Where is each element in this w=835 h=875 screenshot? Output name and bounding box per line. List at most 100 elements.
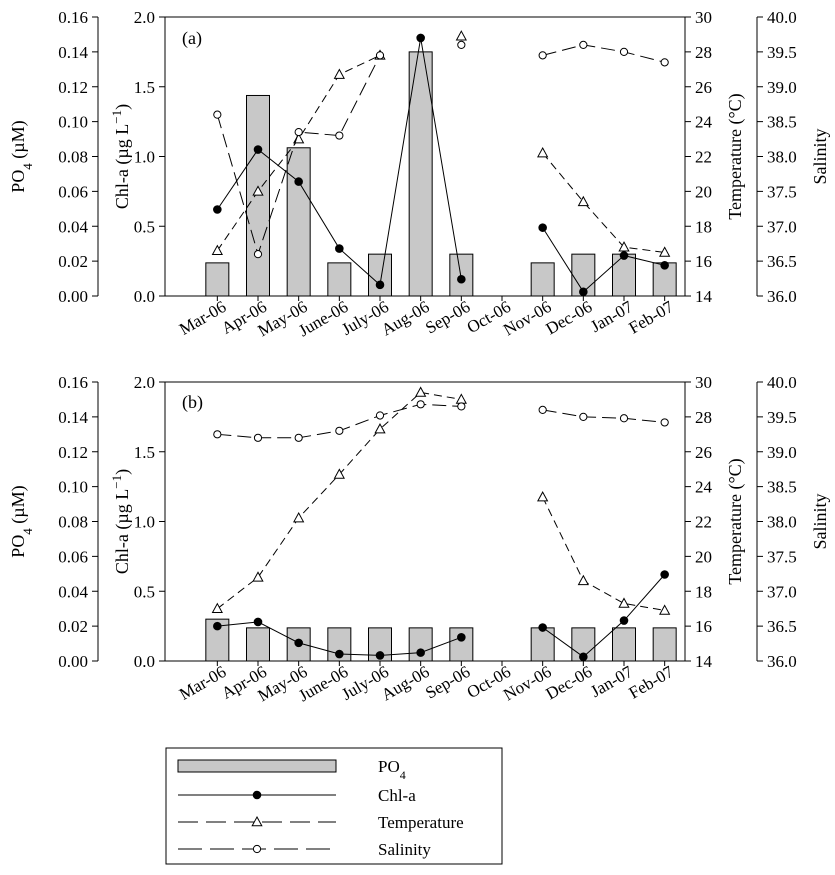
temperature-point (333, 468, 345, 479)
salinity-axis-title: Salinity (810, 493, 830, 549)
po4-bar (205, 262, 230, 297)
salinity-point (213, 430, 222, 439)
salinity-point (294, 433, 303, 442)
po4-axis-tick-label: 0.06 (58, 182, 88, 201)
temperature-axis-tick-label: 14 (695, 652, 713, 671)
po4-axis-tick-label: 0.02 (58, 617, 88, 636)
salinity-axis-tick-label: 36.0 (767, 652, 797, 671)
chla-point (253, 617, 263, 627)
temperature-point (374, 423, 386, 434)
temperature-axis-tick-label: 26 (695, 443, 712, 462)
salinity-axis-tick-label: 38.5 (767, 113, 797, 132)
chla-axis-tick-label: 0.0 (134, 652, 155, 671)
chla-point (579, 287, 588, 297)
x-tick-label: Feb-07 (625, 297, 677, 338)
x-tick-label: Jan-07 (587, 297, 636, 336)
po4-bar (246, 94, 270, 297)
temperature-axis-tick-label: 26 (695, 78, 712, 97)
po4-bar (612, 253, 636, 297)
temperature-point (211, 244, 223, 255)
legend-po4-swatch (177, 759, 337, 773)
temperature-point (537, 146, 549, 158)
po4-axis-tick-label: 0.04 (58, 217, 88, 236)
po4-bar (530, 262, 555, 297)
salinity-axis-title: Salinity (810, 128, 830, 184)
x-tick-label: Nov-06 (500, 297, 554, 339)
salinity-line-2 (542, 44, 665, 63)
po4-bar (368, 253, 392, 297)
salinity-point (253, 250, 263, 259)
temperature-point (537, 491, 549, 502)
temperature-axis-tick-label: 28 (695, 43, 712, 62)
legend-label: Salinity (378, 840, 431, 859)
chla-axis-tick-label: 2.0 (134, 373, 155, 392)
salinity-point (538, 51, 547, 60)
po4-axis-tick-label: 0.00 (58, 652, 88, 671)
temperature-point (577, 195, 589, 207)
temperature-axis-tick-label: 16 (695, 617, 712, 636)
salinity-axis-tick-label: 37.0 (767, 217, 797, 236)
chla-axis-title: Chl-a (µg L−1) (109, 104, 134, 209)
chla-point (619, 251, 629, 260)
temperature-point (211, 602, 223, 613)
po4-bar (327, 262, 352, 297)
temperature-axis-tick-label: 30 (695, 373, 712, 392)
temperature-point (659, 604, 671, 615)
salinity-point (660, 418, 669, 427)
legend-label: PO4 (378, 757, 406, 782)
po4-bar (449, 627, 474, 662)
chla-axis-tick-label: 1.5 (134, 78, 155, 97)
po4-bar (286, 147, 311, 297)
legend-temperature-marker (251, 815, 263, 827)
salinity-axis-tick-label: 39.0 (767, 443, 797, 462)
temperature-axis-tick-label: 22 (695, 148, 712, 167)
chla-line-1 (542, 227, 665, 293)
salinity-point (416, 400, 425, 409)
chla-axis-tick-label: 1.0 (134, 148, 155, 167)
salinity-point (579, 412, 588, 421)
temperature-point (252, 571, 264, 582)
temperature-point (455, 30, 467, 41)
x-tick-label: Dec-06 (543, 662, 596, 703)
chla-point (335, 244, 344, 253)
chla-line-1 (542, 574, 666, 658)
salinity-point (294, 127, 303, 137)
salinity-point (375, 411, 385, 420)
salinity-axis-tick-label: 39.5 (767, 408, 797, 427)
salinity-point (253, 433, 263, 442)
temperature-point (577, 574, 589, 586)
salinity-axis-tick-label: 38.5 (767, 478, 797, 497)
po4-axis-tick-label: 0.10 (58, 478, 88, 497)
po4-axis-tick-label: 0.14 (58, 43, 88, 62)
temperature-axis-tick-label: 16 (695, 252, 712, 271)
chla-point (213, 621, 222, 631)
po4-axis-tick-label: 0.00 (58, 287, 88, 306)
chla-axis-tick-label: 2.0 (134, 8, 155, 27)
x-tick-label: Dec-06 (543, 297, 596, 338)
chla-axis-tick-label: 0.5 (134, 217, 155, 236)
temperature-axis-tick-label: 24 (695, 478, 713, 497)
legend-salinity-marker (252, 844, 262, 854)
chla-point (538, 223, 547, 232)
po4-bar (652, 627, 677, 662)
temperature-point (333, 68, 345, 79)
x-tick-label: Sep-06 (422, 662, 473, 703)
salinity-axis-tick-label: 36.0 (767, 287, 797, 306)
po4-axis-tick-label: 0.08 (58, 513, 88, 532)
chla-point (294, 638, 303, 648)
x-tick-label: Mar-06 (176, 662, 229, 704)
x-tick-label: Jan-07 (587, 662, 636, 701)
salinity-axis-tick-label: 38.0 (767, 148, 797, 167)
salinity-point (213, 110, 222, 119)
po4-bar (246, 627, 270, 662)
temperature-axis-tick-label: 20 (695, 182, 712, 201)
salinity-axis-tick-label: 40.0 (767, 8, 797, 27)
salinity-axis-tick-label: 37.5 (767, 182, 797, 201)
po4-axis-tick-label: 0.04 (58, 582, 88, 601)
salinity-point (619, 414, 629, 423)
salinity-point (335, 426, 344, 435)
salinity-point (457, 40, 466, 50)
panel-label: (a) (182, 28, 202, 49)
